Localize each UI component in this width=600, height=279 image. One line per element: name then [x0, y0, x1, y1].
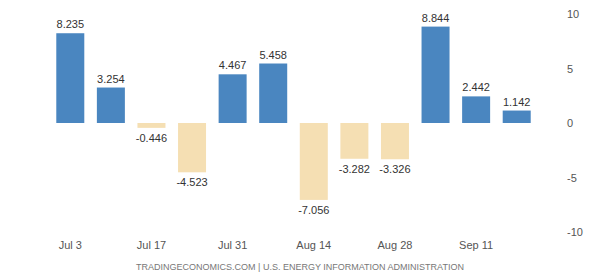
x-tick-label: Sep 11: [459, 239, 493, 251]
bar: [422, 27, 450, 123]
y-tick-label: 0: [567, 117, 573, 129]
bar: [97, 88, 125, 123]
y-tick-label: 10: [567, 8, 579, 20]
bar: [56, 33, 84, 123]
source-note: TRADINGECONOMICS.COM | U.S. ENERGY INFOR…: [136, 262, 464, 272]
data-label: -0.446: [136, 132, 167, 144]
y-tick-label: -10: [567, 226, 583, 238]
bar: [381, 123, 409, 159]
x-tick-label: Jul 31: [218, 239, 247, 251]
data-label: 2.442: [462, 81, 490, 93]
bar: [462, 96, 490, 123]
chart: 8.235 3.254 -0.446 -4.523 4.467 5.458 -7.056 -3…: [0, 0, 600, 279]
x-tick-label: Jul 17: [137, 239, 166, 251]
bar: [300, 123, 328, 200]
data-label: 1.142: [503, 96, 531, 108]
x-tick-label: Jul 3: [59, 239, 82, 251]
data-label: 8.844: [422, 12, 450, 24]
data-label: 4.467: [219, 59, 247, 71]
bar: [178, 123, 206, 172]
bar: [340, 123, 368, 159]
data-label: -4.523: [176, 176, 207, 188]
bar: [137, 123, 165, 128]
bar: [259, 64, 287, 123]
data-label: -7.056: [298, 204, 329, 216]
data-label: -3.282: [339, 163, 370, 175]
x-tick-label: Aug 14: [296, 239, 331, 251]
y-tick-label: 5: [567, 63, 573, 75]
bar: [503, 111, 531, 123]
y-tick-label: -5: [567, 172, 577, 184]
data-label: 3.254: [97, 73, 125, 85]
data-label: 8.235: [57, 18, 85, 30]
data-label: 5.458: [259, 49, 287, 61]
data-label: -3.326: [379, 163, 410, 175]
bar: [219, 74, 247, 123]
x-tick-label: Aug 28: [378, 239, 413, 251]
bars: [56, 27, 530, 200]
